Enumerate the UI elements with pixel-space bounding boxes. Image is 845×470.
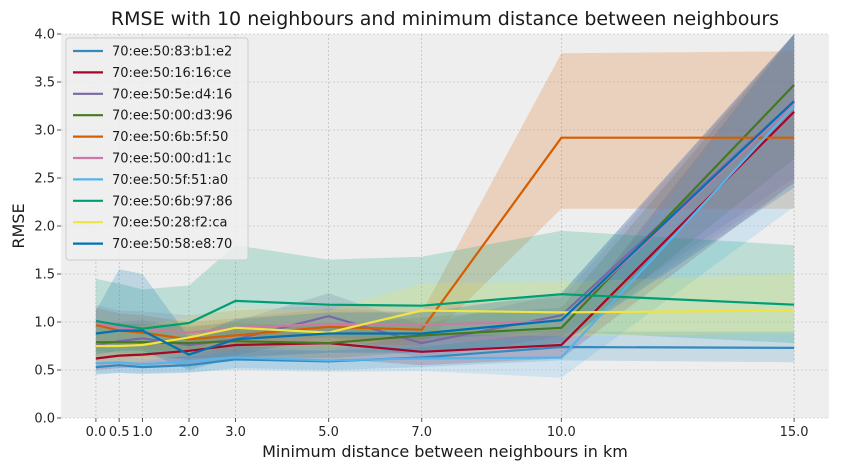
x-tick-label: 3.0 xyxy=(225,425,246,440)
confidence-band xyxy=(95,331,795,375)
legend: 70:ee:50:83:b1:e2 70:ee:50:16:16:ce 70:ee:… xyxy=(65,37,249,261)
confidence-band xyxy=(95,34,795,349)
x-tick-label: 0.5 xyxy=(109,425,130,440)
y-tick-label: 3.5 xyxy=(34,76,55,91)
series-line xyxy=(95,84,795,345)
y-tick-label: 2.0 xyxy=(34,220,55,235)
confidence-band xyxy=(95,34,795,378)
legend-entry: 70:ee:50:58:e8:70 xyxy=(112,237,232,252)
x-axis-ticks: 0.0 0.5 1.0 2.0 3.0 5.0 7.0 10.0 15.0 xyxy=(86,418,809,440)
legend-entry: 70:ee:50:16:16:ce xyxy=(112,66,231,81)
series-line xyxy=(95,345,795,369)
series-lines xyxy=(95,84,795,369)
x-tick-label: 0.0 xyxy=(86,425,107,440)
x-tick-label: 7.0 xyxy=(411,425,432,440)
y-tick-label: 3.0 xyxy=(34,124,55,139)
y-tick-label: 0.0 xyxy=(34,412,55,427)
confidence-band xyxy=(95,34,795,359)
x-tick-label: 15.0 xyxy=(780,425,809,440)
confidence-band xyxy=(95,51,795,355)
y-axis-label: RMSE xyxy=(9,203,28,248)
y-tick-label: 1.5 xyxy=(34,268,55,283)
chart-title: RMSE with 10 neighbours and minimum dist… xyxy=(111,8,779,30)
y-tick-label: 0.5 xyxy=(34,364,55,379)
legend-entry: 70:ee:50:6b:97:86 xyxy=(112,194,233,209)
legend-entry: 70:ee:50:00:d3:96 xyxy=(112,109,233,124)
x-tick-label: 1.0 xyxy=(132,425,153,440)
y-tick-label: 1.0 xyxy=(34,316,55,331)
series-line xyxy=(95,309,795,348)
legend-entry: 70:ee:50:00:d1:1c xyxy=(112,152,231,167)
y-axis-ticks: 0.0 0.5 1.0 1.5 2.0 2.5 3.0 3.5 4.0 xyxy=(34,28,61,427)
series-line xyxy=(95,111,795,360)
y-tick-label: 2.5 xyxy=(34,172,55,187)
confidence-band xyxy=(95,34,795,361)
legend-box xyxy=(65,37,249,261)
legend-entry: 70:ee:50:5e:d4:16 xyxy=(112,87,232,102)
series-line xyxy=(95,293,795,330)
legend-entry: 70:ee:50:83:b1:e2 xyxy=(112,45,232,60)
x-axis-label: Minimum distance between neighbours in k… xyxy=(262,442,628,461)
legend-entry: 70:ee:50:6b:5f:50 xyxy=(112,130,228,145)
x-tick-label: 5.0 xyxy=(318,425,339,440)
x-tick-label: 10.0 xyxy=(547,425,576,440)
y-tick-label: 4.0 xyxy=(34,28,55,43)
legend-entry: 70:ee:50:5f:51:a0 xyxy=(112,173,228,188)
series-line xyxy=(95,105,795,366)
legend-entry: 70:ee:50:28:f2:ca xyxy=(112,216,227,231)
series-line xyxy=(95,100,795,356)
x-tick-label: 2.0 xyxy=(179,425,200,440)
